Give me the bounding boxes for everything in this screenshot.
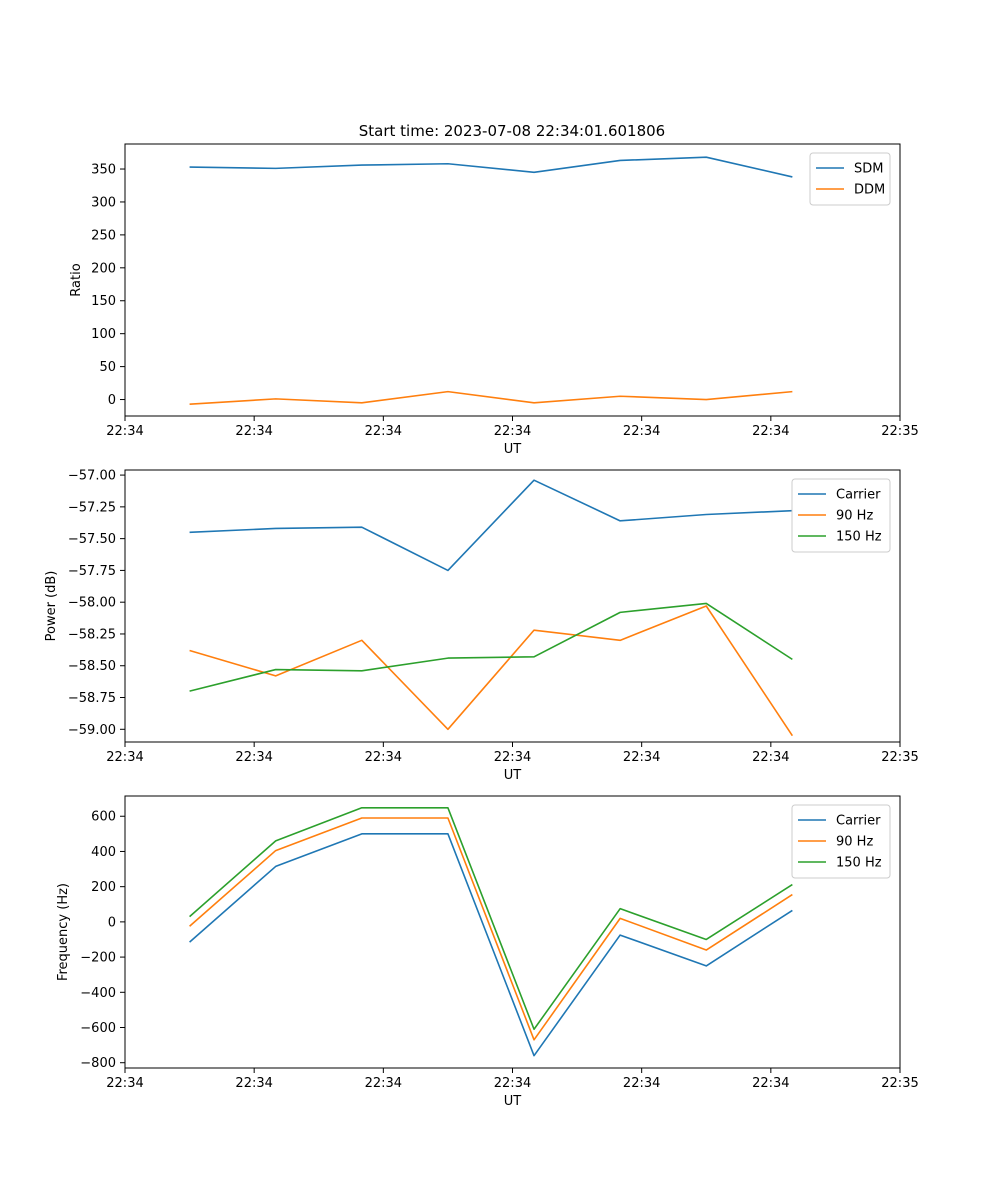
legend: Carrier 90 Hz 150 Hz [791, 478, 891, 553]
legend-box [791, 478, 891, 553]
y-tick-label: 400 [91, 845, 116, 860]
series-line-ddm [189, 390, 793, 405]
x-tick-label: 22:34 [494, 424, 531, 439]
x-tick-label: 22:34 [106, 424, 143, 439]
x-tick-label: 22:34 [623, 750, 660, 765]
x-tick-label: 22:35 [881, 424, 918, 439]
y-tick-label: −200 [80, 951, 116, 966]
series-line-carrier [189, 479, 793, 572]
x-axis-label: UT [504, 1094, 522, 1109]
y-tick-label: 0 [108, 393, 116, 408]
series-line-90-hz [189, 817, 793, 1041]
legend-label: 150 Hz [836, 856, 882, 871]
y-tick-label: −58.00 [68, 596, 116, 611]
y-tick-label: 350 [91, 163, 116, 178]
x-tick-label: 22:34 [235, 424, 272, 439]
x-tick-label: 22:34 [752, 424, 789, 439]
x-tick-label: 22:34 [494, 1076, 531, 1091]
legend-label: 90 Hz [836, 835, 873, 850]
x-tick-label: 22:34 [235, 1076, 272, 1091]
x-axis-label: UT [504, 768, 522, 783]
legend: SDM DDM [809, 152, 891, 206]
legend: Carrier 90 Hz 150 Hz [791, 804, 891, 879]
x-tick-label: 22:34 [752, 750, 789, 765]
legend-label: DDM [854, 183, 885, 198]
y-tick-label: 100 [91, 327, 116, 342]
legend-box [791, 804, 891, 879]
x-tick-label: 22:35 [881, 750, 918, 765]
series-line-150-hz [189, 602, 793, 692]
chart-2: 22:34 22:34 22:34 22:34 22:34 22:34 22:35 −59.0… [44, 469, 919, 783]
x-axis-label: UT [504, 442, 522, 457]
series-line-carrier [189, 833, 793, 1057]
y-tick-label: −57.75 [68, 564, 116, 579]
x-tick-label: 22:34 [365, 1076, 402, 1091]
y-tick-label: 200 [91, 880, 116, 895]
legend-label: SDM [854, 162, 883, 177]
y-tick-label: 0 [108, 915, 116, 930]
y-tick-label: −800 [80, 1056, 116, 1071]
legend-label: 90 Hz [836, 509, 873, 524]
y-tick-label: 250 [91, 228, 116, 243]
y-tick-label: −57.50 [68, 532, 116, 547]
y-axis-label: Frequency (Hz) [56, 883, 71, 981]
y-tick-label: 600 [91, 810, 116, 825]
axes-frame [124, 795, 901, 1069]
x-tick-label: 22:34 [494, 750, 531, 765]
y-tick-label: −57.00 [68, 469, 116, 484]
figure-title: Start time: 2023-07-08 22:34:01.601806 [359, 122, 665, 140]
y-tick-label: −58.75 [68, 691, 116, 706]
legend-label: Carrier [836, 488, 881, 503]
y-tick-label: −600 [80, 1021, 116, 1036]
axes-frame [124, 469, 901, 743]
legend-label: Carrier [836, 814, 881, 829]
x-tick-label: 22:34 [752, 1076, 789, 1091]
chart-1: 22:34 22:34 22:34 22:34 22:34 22:34 22:35 0 50 10… [69, 143, 919, 457]
x-tick-label: 22:35 [881, 1076, 918, 1091]
chart-3: 22:34 22:34 22:34 22:34 22:34 22:34 22:35 −800 −… [56, 795, 919, 1109]
x-tick-label: 22:34 [235, 750, 272, 765]
y-axis-label: Power (dB) [44, 571, 59, 642]
x-tick-label: 22:34 [106, 750, 143, 765]
y-tick-label: −57.25 [68, 500, 116, 515]
y-tick-label: −400 [80, 986, 116, 1001]
x-tick-label: 22:34 [365, 750, 402, 765]
x-tick-label: 22:34 [623, 1076, 660, 1091]
y-axis-label: Ratio [69, 263, 84, 296]
series-line-sdm [189, 156, 793, 178]
x-tick-label: 22:34 [106, 1076, 143, 1091]
series-line-150-hz [189, 806, 793, 1031]
x-tick-label: 22:34 [623, 424, 660, 439]
y-tick-label: 300 [91, 195, 116, 210]
y-tick-label: 200 [91, 261, 116, 276]
y-tick-label: −58.50 [68, 659, 116, 674]
axes-frame [124, 143, 901, 417]
y-tick-label: −59.00 [68, 723, 116, 738]
y-tick-label: 150 [91, 294, 116, 309]
legend-box [809, 152, 891, 206]
charts: 22:34 22:34 22:34 22:34 22:34 22:34 22:35 0 50 10… [44, 143, 919, 1109]
y-tick-label: −58.25 [68, 627, 116, 642]
y-tick-label: 50 [99, 360, 116, 375]
legend-label: 150 Hz [836, 530, 882, 545]
x-tick-label: 22:34 [365, 424, 402, 439]
